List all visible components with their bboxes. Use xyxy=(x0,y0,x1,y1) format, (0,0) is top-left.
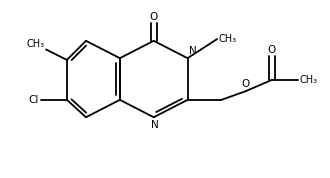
Text: CH₃: CH₃ xyxy=(26,39,44,49)
Text: N: N xyxy=(151,120,158,130)
Text: O: O xyxy=(242,79,250,89)
Text: N: N xyxy=(189,46,197,56)
Text: O: O xyxy=(268,45,276,55)
Text: CH₃: CH₃ xyxy=(219,34,237,44)
Text: Cl: Cl xyxy=(29,95,39,105)
Text: CH₃: CH₃ xyxy=(300,75,318,85)
Text: O: O xyxy=(149,12,158,22)
